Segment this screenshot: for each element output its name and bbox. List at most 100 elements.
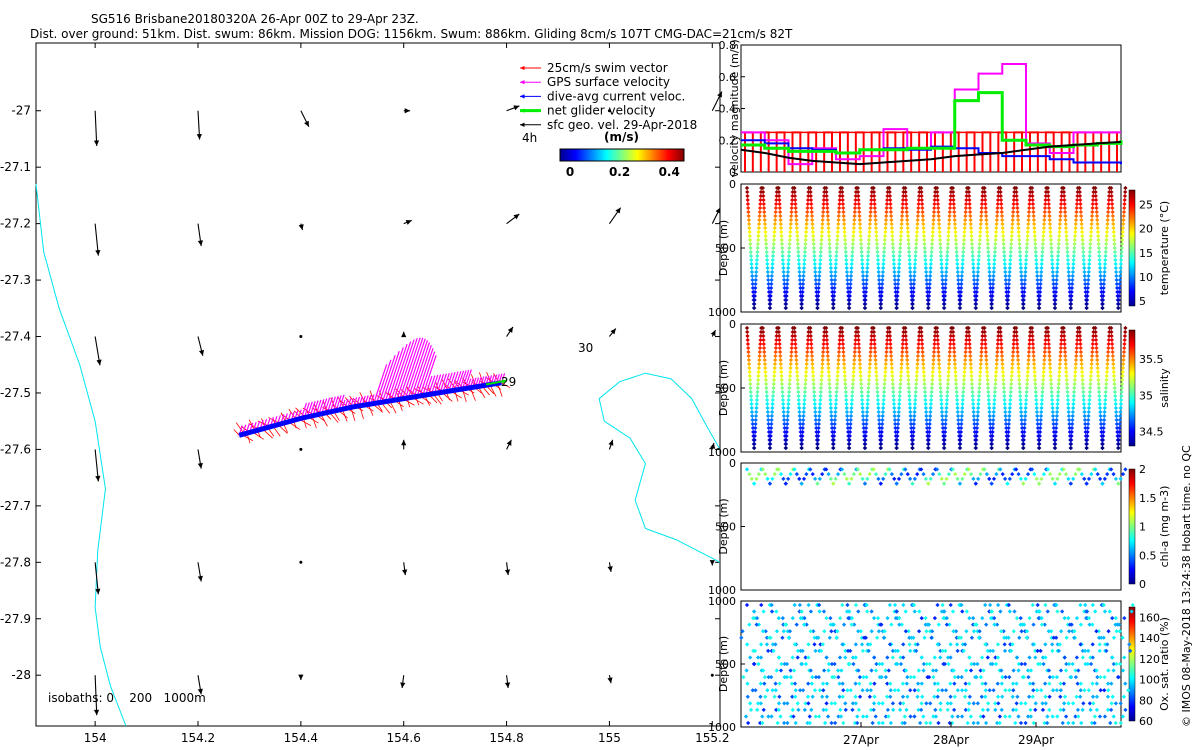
section-sample xyxy=(907,249,912,255)
section-sample xyxy=(755,249,760,255)
section-sample xyxy=(800,285,805,291)
sfc-vector-head xyxy=(96,359,102,366)
section-sample xyxy=(936,217,942,223)
section-sample xyxy=(935,201,941,207)
section-sample xyxy=(864,269,870,275)
section-sample xyxy=(991,277,996,283)
section-sample xyxy=(859,253,864,259)
section-sample xyxy=(1123,185,1128,191)
section-sample xyxy=(872,201,877,207)
section-sample xyxy=(868,205,874,211)
section-sample xyxy=(995,201,1000,207)
section-sample xyxy=(932,193,938,199)
section-sample xyxy=(788,217,794,223)
section-sample xyxy=(786,249,792,255)
section-sample xyxy=(1008,245,1014,251)
section-sample xyxy=(906,233,911,239)
section-sample xyxy=(1122,193,1128,199)
section-sample xyxy=(875,245,880,251)
section-sample xyxy=(940,277,945,283)
gps-vector xyxy=(453,371,462,391)
section-sample xyxy=(915,225,920,231)
section-sample xyxy=(760,185,765,191)
section-sample xyxy=(790,193,795,199)
map-y-tick-label: -27.2 xyxy=(0,217,31,231)
section-frame xyxy=(740,462,1122,591)
section-sample xyxy=(820,213,826,219)
section-sample xyxy=(953,225,958,231)
section-sample xyxy=(832,277,838,283)
section-sample xyxy=(1009,237,1014,243)
section-sample xyxy=(770,253,776,259)
gps-vector xyxy=(381,351,400,403)
section-sample xyxy=(1121,349,1127,355)
section-sample xyxy=(924,277,929,283)
section-sample xyxy=(769,281,774,287)
map-x-tick-label: 154.2 xyxy=(181,731,215,745)
section-sample xyxy=(898,245,903,251)
map-y-tick-label: -27.4 xyxy=(0,330,31,344)
section-sample xyxy=(983,205,988,211)
section-sample xyxy=(837,205,842,211)
section-sample xyxy=(847,301,852,307)
section-sample xyxy=(826,229,831,235)
section-sample xyxy=(984,213,989,219)
section-sample xyxy=(806,193,811,199)
gps-vector xyxy=(373,364,388,404)
gps-vector xyxy=(459,370,467,390)
section-sample xyxy=(827,249,833,255)
section-sample xyxy=(861,281,866,287)
section-sample xyxy=(986,249,991,255)
section-sample xyxy=(768,301,773,307)
section-sample xyxy=(808,185,813,191)
map-y-tick-label: -27.3 xyxy=(0,273,31,287)
section-sample xyxy=(895,281,901,287)
section-sample xyxy=(976,265,981,271)
section-sample xyxy=(754,269,759,275)
section-sample xyxy=(872,197,877,203)
section-sample xyxy=(892,269,897,275)
section-sample xyxy=(749,265,754,271)
section-sample xyxy=(880,269,886,275)
section-sample xyxy=(1005,297,1011,303)
section-sample xyxy=(892,273,897,279)
section-sample xyxy=(853,197,858,203)
section-sample xyxy=(899,221,904,227)
net-velocity-arrow-head xyxy=(501,379,507,384)
section-sample xyxy=(801,273,806,279)
section-sample xyxy=(901,193,906,199)
gps-vector xyxy=(456,370,465,391)
section-sample xyxy=(815,301,820,307)
section-y-tick-label: 0 xyxy=(729,318,736,331)
section-sample xyxy=(874,241,880,247)
sfc-vector xyxy=(94,675,98,716)
section-sample xyxy=(887,189,892,195)
section-sample xyxy=(834,257,839,263)
section-sample xyxy=(873,225,879,231)
section-sample xyxy=(948,193,953,199)
section-sample xyxy=(1009,241,1014,247)
section-sample xyxy=(796,257,801,263)
gps-vector xyxy=(413,344,432,398)
section-sample xyxy=(848,281,853,287)
section-sample xyxy=(940,273,945,279)
section-sample xyxy=(934,185,940,191)
section-sample xyxy=(986,253,991,259)
section-sample xyxy=(810,225,815,231)
section-sample xyxy=(820,225,825,231)
section-sample xyxy=(942,305,947,311)
section-sample xyxy=(829,277,834,283)
section-sample xyxy=(960,261,965,267)
section-sample xyxy=(798,281,803,287)
section-sample xyxy=(1014,185,1019,191)
section-sample xyxy=(829,269,834,275)
section-sample xyxy=(772,221,778,227)
section-sample xyxy=(817,265,822,271)
section-sample xyxy=(948,197,953,203)
section-sample xyxy=(977,245,982,251)
section-sample xyxy=(763,229,768,235)
section-sample xyxy=(926,301,931,307)
section-sample xyxy=(937,233,942,239)
section-sample xyxy=(767,305,773,311)
section-sample xyxy=(913,257,918,263)
